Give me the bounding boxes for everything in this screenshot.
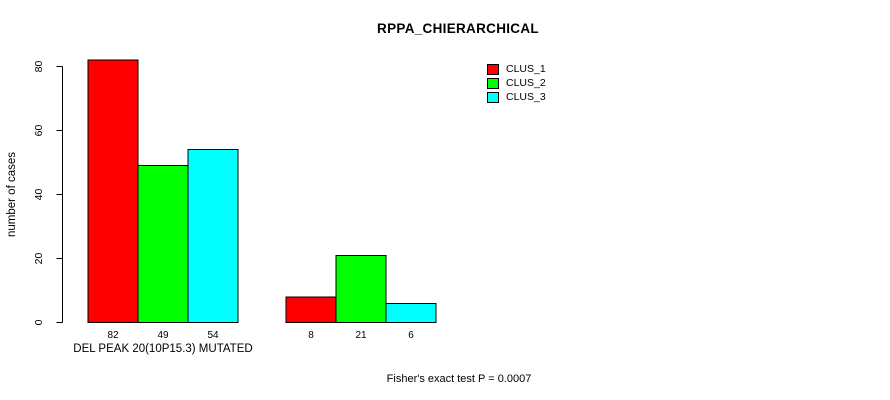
legend-label: CLUS_2 bbox=[506, 77, 546, 89]
y-axis-tick-label: 40 bbox=[33, 189, 45, 201]
chart-title: RPPA_CHIERARCHICAL bbox=[377, 21, 539, 36]
group-label: DEL PEAK 20(10P15.3) MUTATED bbox=[73, 343, 252, 355]
y-axis-tick-label: 60 bbox=[33, 125, 45, 137]
bar-value-label: 49 bbox=[157, 330, 169, 341]
bar-value-label: 6 bbox=[408, 330, 414, 341]
bar-clus_3-group2 bbox=[385, 302, 437, 323]
legend-label: CLUS_1 bbox=[506, 63, 546, 75]
bar-clus_1-group1 bbox=[87, 59, 139, 323]
legend-entry: CLUS_1 bbox=[487, 62, 546, 76]
y-axis-tick-label: 20 bbox=[33, 253, 45, 265]
legend-swatch-clus_1 bbox=[487, 63, 499, 75]
bar-value-label: 82 bbox=[107, 330, 119, 341]
bar-clus_2-group2 bbox=[335, 254, 387, 323]
legend-swatch-clus_2 bbox=[487, 77, 499, 89]
fisher-test-note: Fisher's exact test P = 0.0007 bbox=[386, 373, 532, 385]
bar-value-label: 21 bbox=[355, 330, 367, 341]
legend-label: CLUS_3 bbox=[506, 91, 546, 103]
y-axis-title: number of cases bbox=[6, 152, 18, 237]
legend-entry: CLUS_3 bbox=[487, 90, 546, 104]
bar-clus_3-group1 bbox=[187, 149, 239, 323]
legend: CLUS_1 CLUS_2 CLUS_3 bbox=[487, 62, 546, 104]
bar-clus_2-group1 bbox=[137, 165, 189, 323]
bar-clus_1-group2 bbox=[285, 296, 337, 323]
y-axis-tick-label: 0 bbox=[33, 319, 45, 325]
y-axis-tick-label: 80 bbox=[33, 61, 45, 73]
legend-entry: CLUS_2 bbox=[487, 76, 546, 90]
bar-value-label: 8 bbox=[308, 330, 314, 341]
bar-value-label: 54 bbox=[207, 330, 219, 341]
legend-swatch-clus_3 bbox=[487, 91, 499, 103]
